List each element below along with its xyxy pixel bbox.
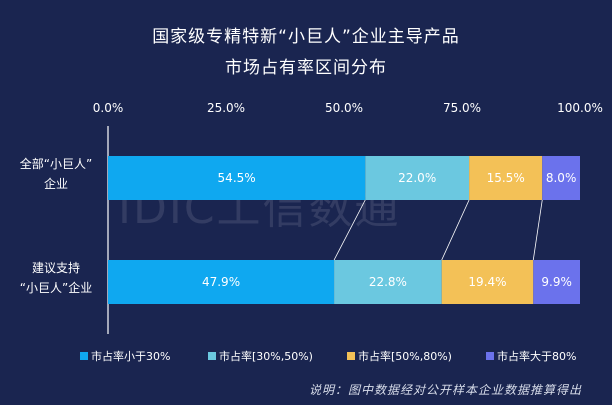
legend-label: 市占率小于30% <box>91 349 170 363</box>
data-label: 8.0% <box>546 171 577 185</box>
legend-label: 市占率[30%,50%) <box>219 349 313 363</box>
data-label: 22.8% <box>369 275 407 289</box>
data-label: 9.9% <box>541 275 572 289</box>
bar-segment <box>108 260 335 304</box>
data-label: 47.9% <box>202 275 240 289</box>
chart-title-line1: 国家级专精特新“小巨人”企业主导产品 <box>152 27 460 47</box>
legend-label: 市占率大于80% <box>497 349 576 363</box>
legend-swatch <box>80 352 88 360</box>
x-tick-label: 25.0% <box>207 101 245 115</box>
footnote: 说明：图中数据经对公开样本企业数据推算得出 <box>308 383 582 397</box>
bar-segment <box>469 156 543 200</box>
x-tick-label: 100.0% <box>557 101 603 115</box>
legend-label: 市占率[50%,80%) <box>358 349 452 363</box>
legend-swatch <box>486 352 494 360</box>
x-tick-label: 0.0% <box>93 101 124 115</box>
bar-segment <box>365 156 470 200</box>
x-tick-label: 50.0% <box>325 101 363 115</box>
category-label: 建议支持 <box>32 260 80 275</box>
legend-swatch <box>347 352 355 360</box>
x-tick-label: 75.0% <box>443 101 481 115</box>
connector-line <box>441 199 470 261</box>
connector-line <box>333 199 366 261</box>
chart-title-line2: 市场占有率区间分布 <box>225 58 387 78</box>
connector-line <box>532 199 543 261</box>
bar-segment <box>533 260 580 304</box>
bar-segment <box>441 260 534 304</box>
bar-segment <box>542 156 580 200</box>
category-label: 企业 <box>44 176 68 191</box>
bar-segment <box>334 260 442 304</box>
data-label: 54.5% <box>218 171 256 185</box>
data-label: 19.4% <box>468 275 506 289</box>
legend-swatch <box>208 352 216 360</box>
data-label: 22.0% <box>398 171 436 185</box>
category-label: “小巨人”企业 <box>20 280 92 295</box>
bar-segment <box>108 156 366 200</box>
data-label: 15.5% <box>487 171 525 185</box>
category-label: 全部“小巨人” <box>20 156 92 171</box>
